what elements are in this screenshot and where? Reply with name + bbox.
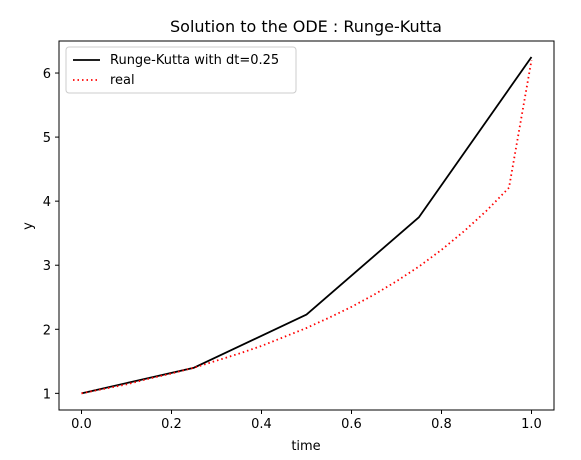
x-tick-label: 0.4	[251, 417, 272, 432]
x-tick-label: 0.0	[71, 417, 92, 432]
legend: Runge-Kutta with dt=0.25 real	[65, 46, 297, 94]
series-line-real	[81, 60, 533, 395]
series-layer	[81, 56, 533, 395]
y-tick-label: 1	[43, 387, 51, 402]
y-tick-label: 5	[43, 131, 51, 146]
y-tick-label: 6	[43, 67, 51, 82]
legend-label-runge-kutta: Runge-Kutta with dt=0.25	[110, 53, 279, 68]
x-axis-label: time	[291, 439, 320, 454]
x-tick-label: 0.6	[341, 417, 362, 432]
x-axis: 0.0 0.2 0.4 0.6 0.8 1.0	[71, 410, 542, 432]
chart-title: Solution to the ODE : Runge-Kutta	[170, 17, 442, 36]
y-tick-label: 3	[43, 259, 51, 274]
y-axis-label: y	[21, 222, 36, 230]
x-tick-label: 1.0	[521, 417, 542, 432]
legend-label-real: real	[110, 73, 135, 88]
y-tick-label: 4	[43, 195, 51, 210]
plot-frame	[58, 40, 555, 411]
x-tick-label: 0.8	[431, 417, 452, 432]
legend-box	[65, 46, 297, 94]
y-axis: 1 2 3 4 5 6	[43, 67, 59, 402]
y-tick-label: 2	[43, 323, 51, 338]
plot-area	[58, 40, 555, 411]
x-tick-label: 0.2	[161, 417, 182, 432]
